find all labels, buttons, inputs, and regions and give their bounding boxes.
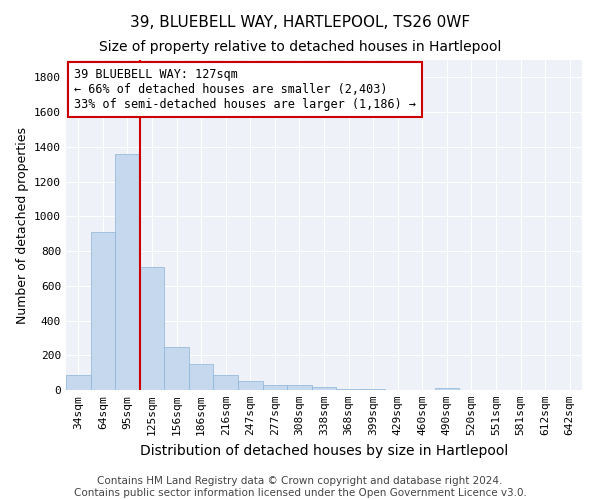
Text: Size of property relative to detached houses in Hartlepool: Size of property relative to detached ho…: [99, 40, 501, 54]
Bar: [263, 385, 287, 390]
Bar: [287, 385, 312, 390]
Bar: [312, 388, 336, 390]
Text: 39 BLUEBELL WAY: 127sqm
← 66% of detached houses are smaller (2,403)
33% of semi: 39 BLUEBELL WAY: 127sqm ← 66% of detache…: [74, 68, 416, 112]
Bar: [140, 266, 164, 390]
Bar: [238, 382, 263, 390]
Bar: [189, 364, 214, 390]
Text: Contains HM Land Registry data © Crown copyright and database right 2024.
Contai: Contains HM Land Registry data © Crown c…: [74, 476, 526, 498]
Bar: [91, 232, 115, 390]
Bar: [66, 375, 91, 390]
Bar: [214, 375, 238, 390]
Bar: [336, 388, 361, 390]
Bar: [115, 154, 140, 390]
Text: 39, BLUEBELL WAY, HARTLEPOOL, TS26 0WF: 39, BLUEBELL WAY, HARTLEPOOL, TS26 0WF: [130, 15, 470, 30]
Bar: [434, 388, 459, 390]
Y-axis label: Number of detached properties: Number of detached properties: [16, 126, 29, 324]
Bar: [164, 346, 189, 390]
X-axis label: Distribution of detached houses by size in Hartlepool: Distribution of detached houses by size …: [140, 444, 508, 458]
Bar: [361, 389, 385, 390]
